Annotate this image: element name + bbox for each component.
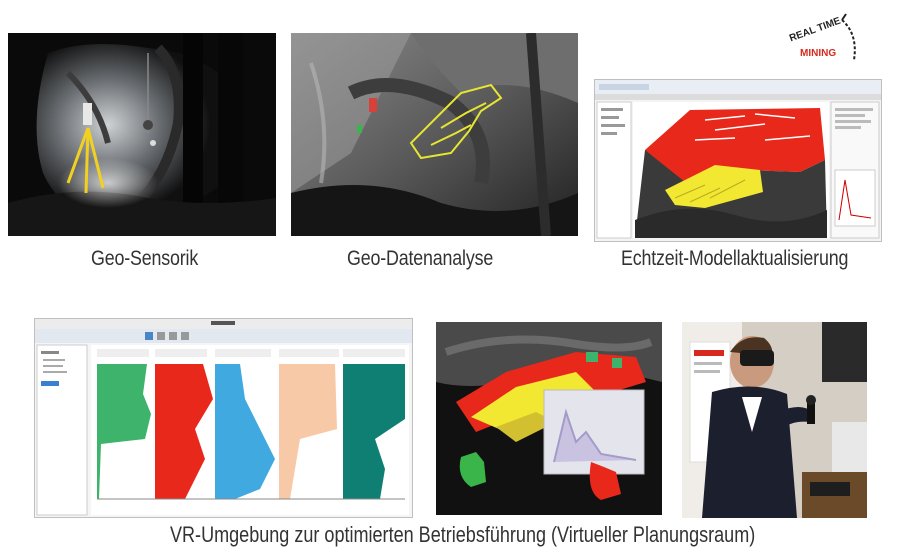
logo-arc-icon — [841, 13, 856, 61]
caption-geo-sensorik: Geo-Sensorik — [91, 247, 199, 270]
screenshot-vr-columns — [34, 318, 413, 518]
real-time-mining-logo: REAL TIME MINING — [780, 8, 870, 68]
caption-echtzeit: Echtzeit-Modellaktualisierung — [621, 247, 849, 270]
caption-vr-umgebung: VR-Umgebung zur optimierten Betriebsführ… — [170, 522, 756, 547]
model-update-illustration — [595, 80, 881, 239]
caption-geo-datenanalyse: Geo-Datenanalyse — [347, 247, 494, 270]
vr-model-illustration — [436, 322, 662, 515]
screenshot-echtzeit — [594, 79, 882, 242]
vr-user-illustration — [682, 322, 867, 518]
log-columns-illustration — [35, 319, 412, 516]
point-cloud-illustration — [291, 33, 578, 236]
logo-line2: MINING — [800, 48, 837, 59]
cave-scanner-illustration — [8, 33, 276, 236]
photo-geo-sensorik — [8, 33, 276, 236]
photo-geo-datenanalyse — [291, 33, 578, 236]
photo-vr-user — [682, 322, 867, 518]
image-vr-model — [436, 322, 662, 515]
